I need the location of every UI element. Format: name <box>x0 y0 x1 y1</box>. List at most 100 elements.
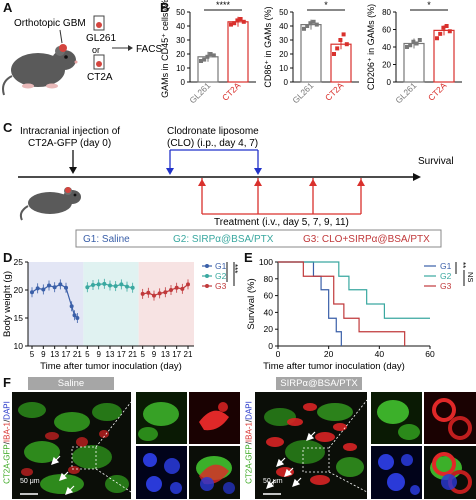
ytick-label-b2: 40 <box>382 43 391 52</box>
point-b1-1 <box>341 32 346 37</box>
point-b0-0 <box>199 59 203 63</box>
xtick-label-d: 13 <box>161 350 170 359</box>
mouse-icon-small <box>19 187 81 221</box>
xtick-label-d: 5 <box>85 350 90 359</box>
sig-text-e1: ** <box>458 262 467 268</box>
point-b2-1 <box>447 29 452 34</box>
point-G3 <box>180 286 185 291</box>
sig-text-e2: NS <box>466 272 475 282</box>
point-b1-1 <box>338 38 343 42</box>
xtick-label-b1-0: GL261 <box>290 80 315 105</box>
bar-b2-0 <box>403 42 425 83</box>
point-G2 <box>113 284 118 289</box>
saline-merged-image: 50 μm <box>12 392 131 499</box>
sig-text-b2: * <box>427 0 431 10</box>
point-G1 <box>52 285 57 290</box>
ytick-label-b1: 30 <box>279 36 288 45</box>
saline-blue-tile <box>136 446 187 499</box>
xtick-label-d: 21 <box>73 350 82 359</box>
sirp-scale-bar-text: 50 μm <box>263 478 283 485</box>
point-G2 <box>96 282 101 287</box>
group-legend-box <box>75 229 442 248</box>
xlabel-e: Time after tumor inoculation (day) <box>263 361 405 372</box>
point-b1-1 <box>332 52 336 56</box>
point-G2 <box>125 284 129 289</box>
mouse-icon <box>2 44 78 96</box>
point-G1 <box>47 283 51 288</box>
g2-legend-text: G2: SIRPα@BSA/PTX <box>173 234 274 245</box>
panel-e-chart: 0 20 40 60 80 100 0 20 40 60 Survival (%) Time afte… <box>246 257 475 372</box>
xtick-label-e: 20 <box>324 349 334 359</box>
ytick-label-b0: 50 <box>176 8 185 17</box>
ylabel-b2: CD206⁺ in GAMs (%) <box>366 4 376 90</box>
legend-marker-d2 <box>205 284 209 288</box>
legend-label-e1: G2 <box>440 271 452 281</box>
panel-b-label: B <box>160 0 170 15</box>
survival-line-G3 <box>278 261 406 346</box>
point-G1 <box>69 304 74 309</box>
ytick-label-b0: 40 <box>176 22 185 31</box>
xtick-label-b2-1: CT2A <box>426 80 449 103</box>
sirp-red-tile <box>424 392 476 444</box>
xlabel-d: Time after tumor inoculation (day) <box>40 361 182 372</box>
saline-green-tile <box>136 392 187 444</box>
point-b2-0 <box>405 45 409 49</box>
point-G3 <box>157 291 162 296</box>
dapi-label-2: DAPI <box>244 401 254 420</box>
point-G1 <box>58 282 63 287</box>
clo-text: Clodronate liposome <box>167 126 259 137</box>
point-b0-0 <box>205 54 210 59</box>
bar-b1-0 <box>300 24 322 83</box>
xtick-label-b2-0: GL261 <box>393 80 418 105</box>
point-b0-1 <box>229 22 233 27</box>
ytick-label-e: 100 <box>259 257 273 267</box>
panel-c-label: C <box>3 120 13 135</box>
ytick-label-b2: 0 <box>387 78 392 87</box>
gl261-text: GL261 <box>86 33 116 44</box>
sig-text-d1: *** <box>230 264 239 273</box>
group-band-d0 <box>28 262 84 346</box>
point-b1-0 <box>311 19 316 24</box>
dapi-label: DAPI <box>2 401 12 420</box>
ytick-label-b0: 30 <box>176 36 185 45</box>
point-G1 <box>35 286 40 291</box>
panel-b-charts: 0 10 20 30 40 50 GAMs in CD45⁺ cells (%) GL261 C… <box>160 0 462 105</box>
ytick-label-b1: 0 <box>284 78 289 87</box>
xtick-label-e: 40 <box>375 349 385 359</box>
point-G2 <box>130 285 135 290</box>
xtick-label-d: 21 <box>184 350 193 359</box>
point-G1 <box>75 316 80 320</box>
legend-marker-d1 <box>205 274 209 278</box>
sirp-green-tile <box>371 392 422 444</box>
ytick-label-e: 60 <box>264 291 274 301</box>
treatment-text: Treatment (i.v., day 5, 7, 9, 11) <box>214 217 349 228</box>
iba-label-2: IBA-1 <box>244 422 254 443</box>
survival-line-G1 <box>278 261 342 346</box>
point-G3 <box>174 285 179 290</box>
point-G1 <box>41 287 46 292</box>
point-b0-0 <box>208 52 213 56</box>
point-b0-1 <box>232 21 237 26</box>
point-b1-1 <box>335 46 340 51</box>
xtick-label-d: 5 <box>30 350 35 359</box>
ytick-label-b0: 20 <box>176 50 185 59</box>
ylabel-d: Body weight (g) <box>2 271 13 337</box>
xtick-label-b0-1: CT2A <box>220 80 243 103</box>
xtick-label-d: 17 <box>172 350 181 359</box>
panel-e-label: E <box>244 250 253 265</box>
sirp-merge-tile <box>424 446 476 499</box>
point-b2-0 <box>417 38 422 42</box>
saline-merge-tile <box>189 446 240 499</box>
ytick-label-b0: 0 <box>181 78 186 87</box>
point-G3 <box>186 282 190 287</box>
point-b0-0 <box>211 53 216 58</box>
panel-c-timeline: Intracranial injection of CT2A-GFP (day … <box>18 126 454 248</box>
ytick-label-d: 10 <box>14 341 24 351</box>
sirp-blue-tile <box>371 446 422 499</box>
point-b0-1 <box>238 17 243 21</box>
point-G3 <box>152 293 156 298</box>
ytick-label-b0: 10 <box>176 64 185 73</box>
gfp-label: CT2A-GFP <box>2 444 12 484</box>
xtick-label-e: 60 <box>425 349 435 359</box>
